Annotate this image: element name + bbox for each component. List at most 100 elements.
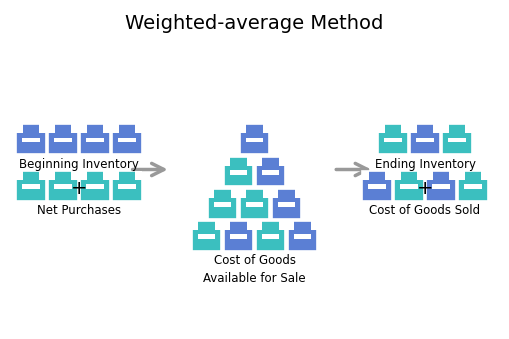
Bar (256, 157, 285, 186)
Bar (378, 124, 408, 154)
Text: Ending Inventory: Ending Inventory (375, 158, 475, 171)
Bar (135, 171, 142, 180)
Bar (135, 124, 142, 133)
Bar (263, 124, 269, 133)
Bar (288, 221, 318, 251)
Bar (80, 124, 110, 154)
Bar (427, 171, 433, 180)
Bar (416, 138, 434, 142)
Bar (48, 124, 77, 154)
Bar (197, 234, 215, 239)
Bar (118, 138, 136, 142)
Bar (311, 221, 318, 230)
Bar (247, 221, 253, 230)
Bar (240, 189, 246, 198)
Bar (231, 189, 237, 198)
Bar (482, 171, 488, 180)
Bar (368, 184, 386, 189)
Bar (48, 171, 54, 180)
Bar (432, 184, 450, 189)
Bar (54, 138, 72, 142)
Bar (191, 221, 198, 230)
Bar (16, 124, 22, 133)
Bar (256, 221, 285, 251)
Bar (427, 171, 456, 201)
Bar (400, 184, 418, 189)
Bar (433, 124, 440, 133)
Bar (215, 221, 221, 230)
Bar (48, 171, 77, 201)
Bar (71, 124, 77, 133)
Text: +: + (417, 179, 433, 198)
Bar (39, 124, 45, 133)
Bar (54, 184, 72, 189)
Bar (385, 171, 392, 180)
Bar (458, 171, 465, 180)
Bar (417, 171, 423, 180)
Bar (86, 138, 104, 142)
Bar (80, 171, 87, 180)
Bar (464, 184, 482, 189)
Bar (223, 157, 253, 186)
Bar (80, 124, 87, 133)
Bar (247, 157, 253, 165)
Bar (112, 171, 119, 180)
Bar (240, 124, 246, 133)
Text: Cost of Goods
Available for Sale: Cost of Goods Available for Sale (203, 254, 306, 285)
Bar (112, 171, 142, 201)
Bar (262, 234, 279, 239)
Bar (362, 171, 392, 201)
Bar (410, 124, 417, 133)
Text: +: + (71, 179, 87, 198)
Bar (22, 184, 40, 189)
Bar (112, 124, 119, 133)
Bar (394, 171, 401, 180)
Bar (442, 124, 449, 133)
Bar (39, 171, 45, 180)
Bar (256, 157, 262, 165)
Bar (112, 124, 142, 154)
Text: Weighted-average Method: Weighted-average Method (125, 14, 384, 33)
Bar (465, 124, 472, 133)
Bar (214, 202, 231, 207)
Bar (272, 189, 301, 219)
Text: Net Purchases: Net Purchases (37, 204, 121, 217)
Bar (48, 124, 54, 133)
Bar (223, 221, 230, 230)
Bar (362, 171, 369, 180)
Bar (240, 124, 269, 154)
Bar (288, 221, 294, 230)
Bar (410, 124, 440, 154)
Bar (208, 189, 237, 219)
Bar (263, 189, 269, 198)
Bar (71, 171, 77, 180)
Text: Beginning Inventory: Beginning Inventory (19, 158, 139, 171)
Bar (458, 171, 488, 201)
Bar (16, 171, 45, 201)
Bar (223, 221, 253, 251)
Bar (230, 234, 247, 239)
Bar (394, 171, 423, 201)
Bar (80, 171, 110, 201)
Bar (103, 171, 109, 180)
Bar (378, 124, 385, 133)
Text: Cost of Goods Sold: Cost of Goods Sold (370, 204, 480, 217)
Bar (208, 189, 214, 198)
Bar (118, 184, 136, 189)
Bar (279, 221, 285, 230)
Bar (246, 202, 263, 207)
Bar (401, 124, 408, 133)
Bar (256, 221, 262, 230)
Bar (448, 138, 466, 142)
Bar (294, 234, 312, 239)
Bar (295, 189, 301, 198)
Bar (191, 221, 221, 251)
Bar (262, 170, 279, 175)
Bar (272, 189, 278, 198)
Bar (16, 171, 22, 180)
Bar (240, 189, 269, 219)
Bar (22, 138, 40, 142)
Bar (230, 170, 247, 175)
Bar (103, 124, 109, 133)
Bar (16, 124, 45, 154)
